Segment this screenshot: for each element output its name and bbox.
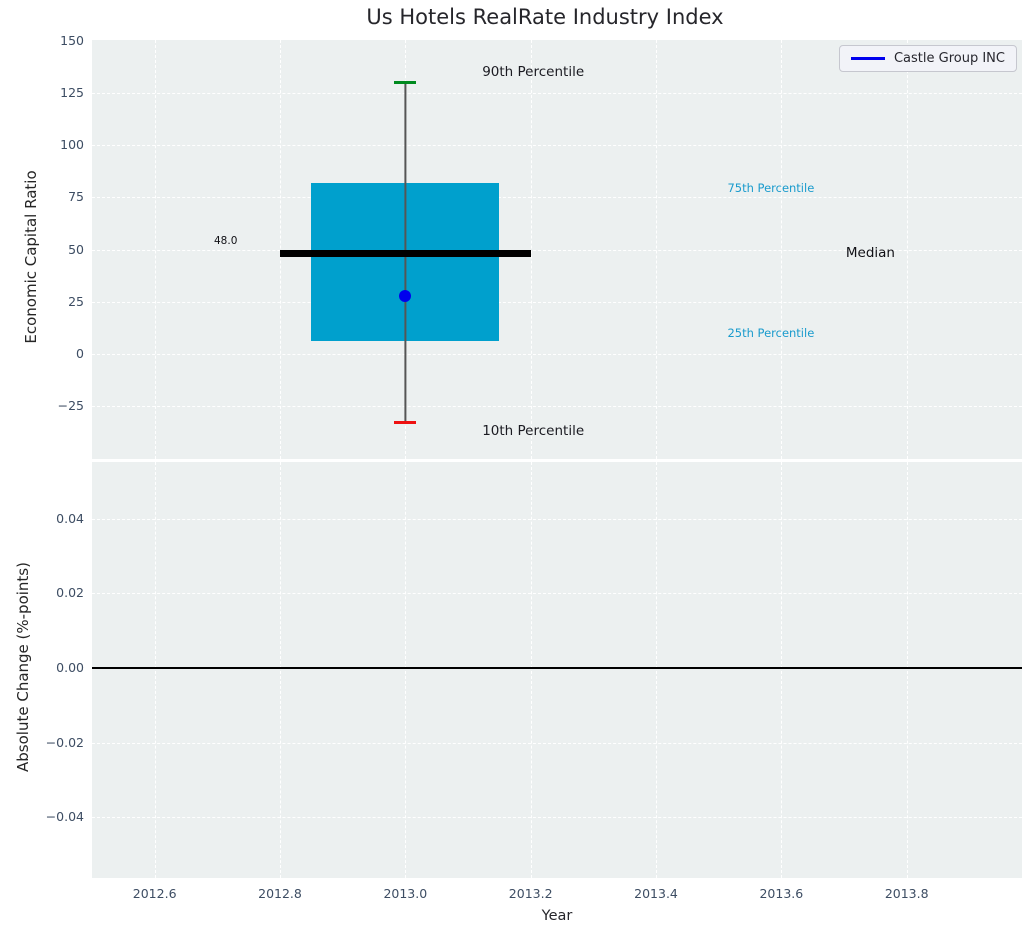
horizontal-gridline xyxy=(92,353,1022,355)
x-tick-label: 2013.4 xyxy=(634,886,678,901)
y-tick-label: 0.00 xyxy=(56,659,84,675)
vertical-gridline xyxy=(656,462,658,878)
bottom-y-axis-label: Absolute Change (%-points) xyxy=(14,562,32,772)
median-line xyxy=(280,250,531,258)
vertical-gridline xyxy=(154,40,156,459)
y-tick-label: 0 xyxy=(76,345,84,361)
vertical-gridline xyxy=(280,462,281,878)
vertical-gridline xyxy=(781,40,783,459)
x-axis-label: Year xyxy=(541,908,573,924)
y-tick-label: 25 xyxy=(68,293,84,309)
y-tick-label: 50 xyxy=(68,241,84,257)
horizontal-gridline xyxy=(92,93,1022,95)
horizontal-gridline xyxy=(92,301,1022,303)
legend-label: Castle Group INC xyxy=(893,51,1005,66)
y-tick-label: 0.04 xyxy=(56,510,84,526)
vertical-gridline xyxy=(530,40,532,459)
y-tick-label: 125 xyxy=(60,85,84,101)
x-tick-label: 2012.6 xyxy=(132,886,177,901)
vertical-gridline xyxy=(906,462,908,878)
x-tick-label: 2013.0 xyxy=(383,886,428,901)
x-tick-label: 2012.8 xyxy=(258,886,302,901)
median-label: Median xyxy=(845,244,895,261)
median-value-label: 48.0 xyxy=(214,235,238,248)
zero-line xyxy=(92,666,1022,669)
horizontal-gridline xyxy=(92,593,1022,595)
vertical-gridline xyxy=(656,40,658,459)
y-tick-label: −0.04 xyxy=(45,809,84,825)
p10-cap xyxy=(394,421,417,425)
y-tick-label: 75 xyxy=(68,189,84,205)
vertical-gridline xyxy=(280,40,281,459)
horizontal-gridline xyxy=(92,518,1022,520)
p90-cap xyxy=(394,81,417,85)
company-point xyxy=(399,289,412,302)
horizontal-gridline xyxy=(92,406,1022,408)
y-tick-label: −25 xyxy=(57,398,84,414)
vertical-gridline xyxy=(405,462,407,878)
p10-label: 10th Percentile xyxy=(482,423,585,440)
legend-line-swatch xyxy=(850,57,885,60)
y-tick-label: 100 xyxy=(60,137,84,153)
x-tick-label: 2013.2 xyxy=(508,886,553,901)
vertical-gridline xyxy=(781,462,783,878)
vertical-gridline xyxy=(530,462,532,878)
x-tick-label: 2013.6 xyxy=(759,886,804,901)
x-tick-label: 2013.8 xyxy=(884,886,929,901)
p75-label: 75th Percentile xyxy=(727,181,815,196)
p90-label: 90th Percentile xyxy=(482,64,585,81)
horizontal-gridline xyxy=(92,742,1022,744)
horizontal-gridline xyxy=(92,817,1022,819)
y-tick-label: 0.02 xyxy=(56,585,84,601)
horizontal-gridline xyxy=(92,249,1022,251)
bottom-axes xyxy=(92,462,1022,878)
vertical-gridline xyxy=(906,40,908,459)
p25-label: 25th Percentile xyxy=(727,326,815,341)
horizontal-gridline xyxy=(92,145,1022,147)
legend: Castle Group INC xyxy=(838,45,1017,72)
chart-title: Us Hotels RealRate Industry Index xyxy=(366,5,724,29)
horizontal-gridline xyxy=(92,197,1022,199)
y-tick-label: −0.02 xyxy=(45,734,84,750)
vertical-gridline xyxy=(154,462,156,878)
top-axes: Castle Group INC 90th Percentile 10th Per… xyxy=(92,40,1022,459)
y-tick-label: 150 xyxy=(60,32,84,48)
